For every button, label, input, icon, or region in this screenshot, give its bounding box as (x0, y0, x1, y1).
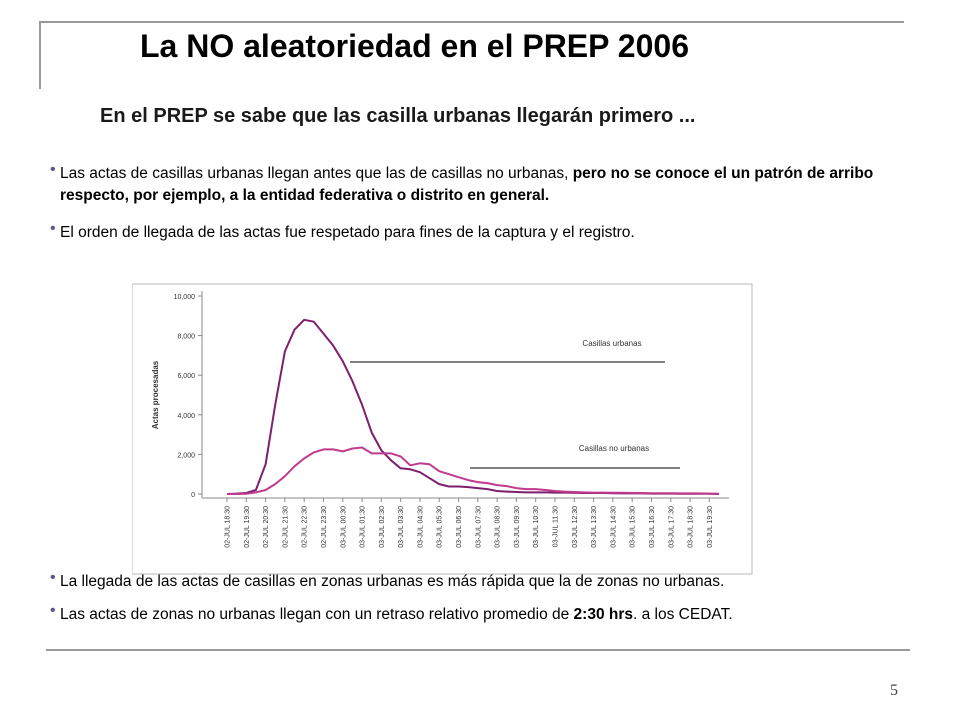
bullet-2-text: El orden de llegada de las actas fue res… (60, 224, 635, 241)
slide-subtitle: En el PREP se sabe que las casilla urban… (100, 105, 696, 127)
x-tick-label: 03-JUL 04:30 (417, 506, 424, 548)
bullet-4-text: Las actas de zonas no urbanas llegan con… (60, 606, 574, 623)
x-tick-label: 03-JUL 19:30 (707, 506, 714, 548)
bullet-1-text: Las actas de casillas urbanas llegan ant… (60, 165, 573, 182)
x-tick-label: 03-JUL 09:30 (514, 506, 521, 548)
chart-frame (131, 283, 753, 575)
bullet-3-text: La llegada de las actas de casillas en z… (60, 573, 725, 590)
x-tick-label: 03-JUL 15:30 (630, 506, 637, 548)
y-tick-label: 8,000 (177, 334, 195, 341)
x-tick-label: 02-JUL 20:30 (263, 506, 270, 548)
x-tick-label: 02-JUL 23:30 (321, 506, 328, 548)
bullet-dot-icon: • (50, 220, 56, 237)
page-number: 5 (890, 682, 898, 699)
y-tick-label: 4,000 (177, 413, 195, 420)
bullet-1-bold-text: pero no se conoce el un patrón de arribo… (60, 165, 874, 204)
y-axis-label: Actas procesadas (151, 360, 160, 429)
slide-title: La NO aleatoriedad en el PREP 2006 (140, 28, 689, 64)
y-tick-label: 0 (191, 492, 195, 499)
top-rule (40, 21, 904, 23)
x-tick-label: 03-JUL 10:30 (533, 506, 540, 548)
arrival-chart: 0 2,000 4,000 6,000 8,000 10,000 Actas procesa… (131, 274, 960, 598)
x-tick-label: 03-JUL 01:30 (360, 506, 367, 548)
bullet-1: • Las actas de casillas urbanas llegan an… (50, 161, 900, 207)
x-tick-label: 03-JUL 16:30 (649, 506, 656, 548)
bottom-rule (46, 649, 910, 651)
arrival-chart-svg: 0 2,000 4,000 6,000 8,000 10,000 Actas procesa… (131, 283, 753, 575)
series-no-urbanas-line (227, 446, 720, 495)
bullet-3: • La llegada de las actas de casillas en … (50, 569, 920, 593)
left-rule (39, 21, 41, 89)
x-tick-label: 03-JUL 02:30 (379, 506, 386, 548)
y-tick-label: 6,000 (177, 373, 195, 380)
y-tick-label: 10,000 (174, 294, 196, 301)
bullet-4-text-end: . a los CEDAT. (633, 606, 733, 623)
x-tick-label: 03-JUL 13:30 (591, 506, 598, 548)
y-tick-label: 2,000 (177, 452, 195, 459)
x-tick-label: 02-JUL 21:30 (282, 506, 289, 548)
x-tick-label: 02-JUL 18:30 (225, 506, 232, 548)
x-tick-label: 02-JUL 22:30 (302, 506, 309, 548)
x-tick-label: 03-JUL 00:30 (340, 506, 347, 548)
x-tick-label: 03-JUL 18:30 (688, 506, 695, 548)
x-tick-label: 03-JUL 03:30 (398, 506, 405, 548)
x-tick-label: 02-JUL 19:30 (244, 506, 251, 548)
bullet-dot-icon: • (50, 602, 56, 619)
x-tick-label: 03-JUL 14:30 (610, 506, 617, 548)
bullet-dot-icon: • (50, 569, 56, 586)
bullet-4: • Las actas de zonas no urbanas llegan co… (50, 602, 920, 626)
bullet-2: • El orden de llegada de las actas fue re… (50, 220, 920, 244)
x-tick-label: 03-JUL 17:30 (668, 506, 675, 548)
x-tick-label: 03-JUL 05:30 (437, 506, 444, 548)
annotation-urbanas: Casillas urbanas (582, 339, 641, 348)
bullet-4-bold-text: 2:30 hrs (573, 606, 633, 623)
annotation-no-urbanas: Casillas no urbanas (579, 444, 649, 453)
x-tick-label: 03-JUL 06:30 (456, 506, 463, 548)
x-tick-label: 03-JUL 11:30 (553, 506, 560, 547)
x-tick-label: 03-JUL 07:30 (475, 506, 482, 548)
x-tick-label: 03-JUL 12:30 (572, 506, 579, 548)
bullet-dot-icon: • (50, 161, 56, 178)
x-tick-label: 03-JUL 08:30 (495, 506, 502, 548)
